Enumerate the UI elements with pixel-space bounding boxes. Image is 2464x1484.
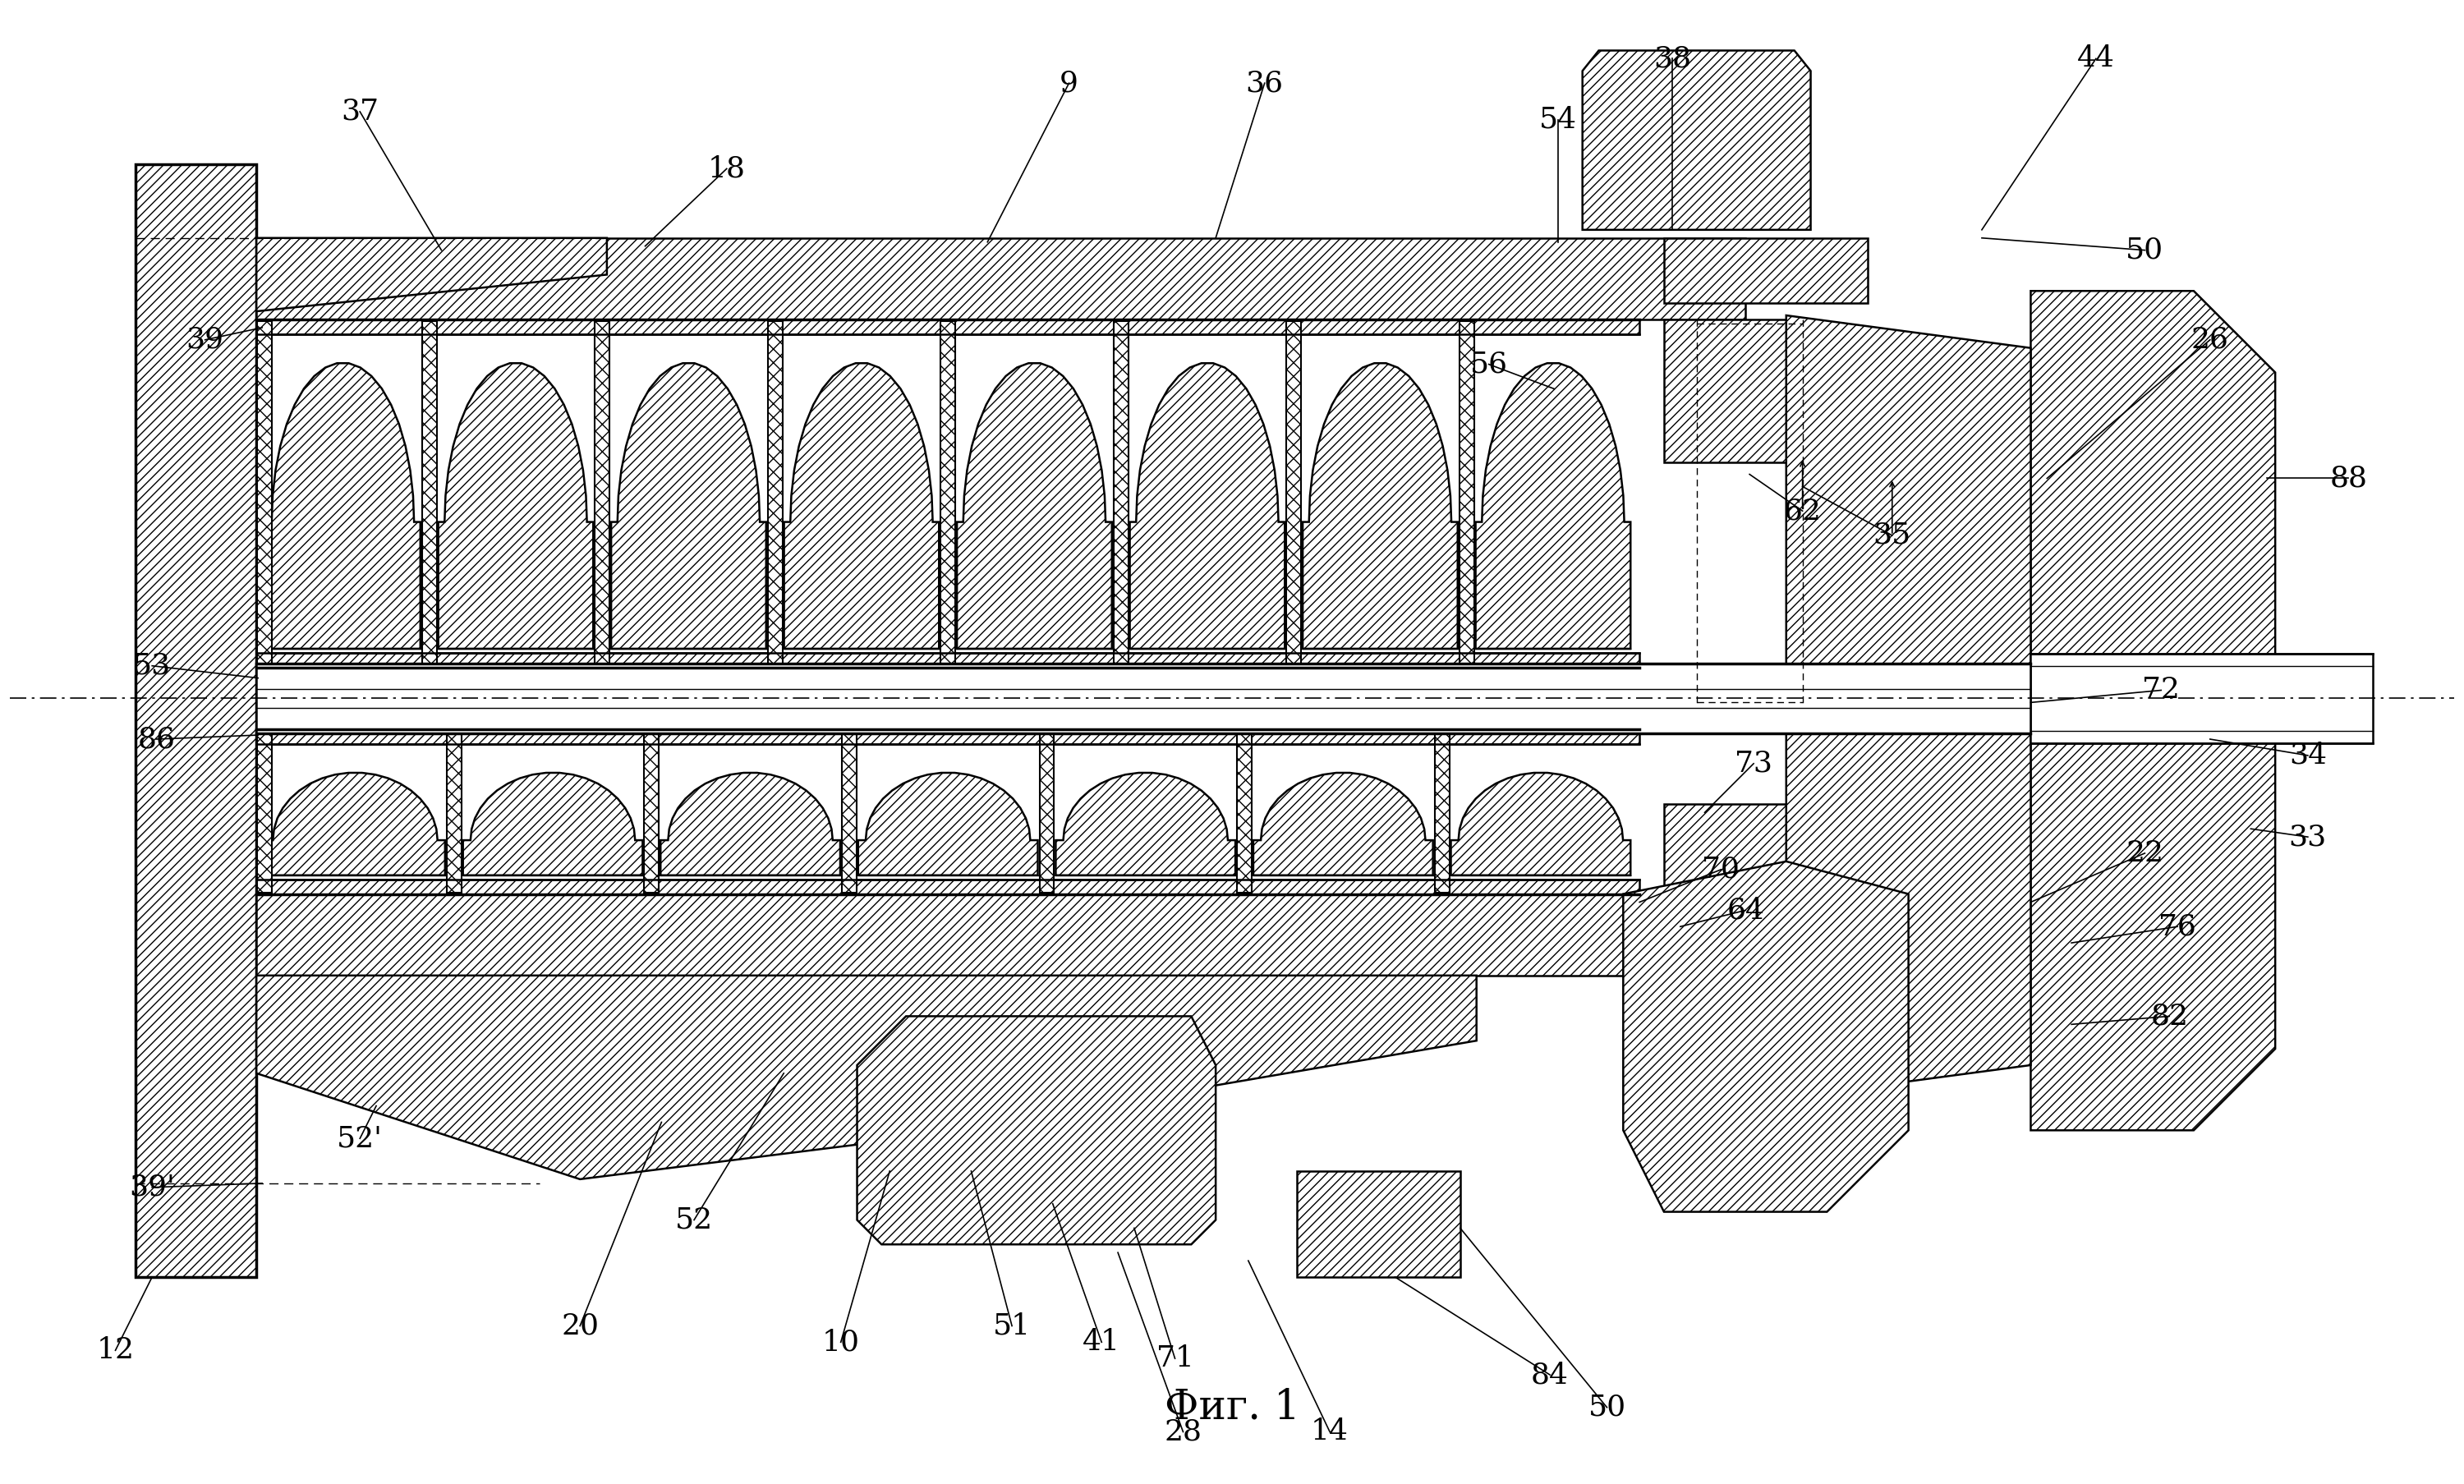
Text: 50: 50 [2126,236,2163,264]
Text: 14: 14 [1311,1417,1348,1445]
Polygon shape [1237,732,1252,892]
Text: 72: 72 [2141,677,2181,705]
Text: 64: 64 [1727,896,1764,925]
Polygon shape [857,1017,1215,1245]
Polygon shape [1296,1171,1461,1278]
Text: 88: 88 [2328,464,2368,493]
Polygon shape [1303,364,1459,649]
Polygon shape [1040,732,1055,892]
Polygon shape [266,364,421,649]
Text: 71: 71 [1156,1345,1193,1373]
Text: 33: 33 [2289,824,2326,850]
Text: 44: 44 [2077,45,2114,73]
Text: 39': 39' [128,1174,175,1202]
Polygon shape [784,364,939,649]
Polygon shape [857,773,1037,876]
Text: 62: 62 [1784,497,1821,525]
Polygon shape [256,321,271,666]
Polygon shape [446,732,461,892]
Polygon shape [643,732,658,892]
Polygon shape [266,773,446,876]
Text: 56: 56 [1471,350,1508,378]
Polygon shape [1459,321,1473,666]
Polygon shape [256,237,1745,319]
Polygon shape [1286,321,1301,666]
Text: 34: 34 [2289,742,2326,769]
Polygon shape [1434,732,1449,892]
Polygon shape [769,321,784,666]
Text: 37: 37 [340,98,379,126]
Polygon shape [136,165,256,1278]
Polygon shape [256,729,1639,743]
Text: 41: 41 [1082,1328,1121,1356]
Polygon shape [1786,316,2030,1098]
Text: 18: 18 [707,154,747,183]
Text: 36: 36 [1247,70,1284,96]
Text: 86: 86 [138,726,175,752]
Polygon shape [256,975,1476,1180]
Polygon shape [256,237,606,312]
Text: 9: 9 [1060,70,1079,96]
Polygon shape [594,321,609,666]
Polygon shape [1663,237,1868,303]
Polygon shape [1451,773,1631,876]
Polygon shape [1663,319,1804,462]
Polygon shape [421,321,436,666]
Text: 10: 10 [823,1328,860,1356]
Polygon shape [1476,364,1631,649]
Polygon shape [611,364,766,649]
Text: 12: 12 [96,1337,136,1364]
Text: 39: 39 [187,326,224,353]
Text: 54: 54 [1540,105,1577,134]
Polygon shape [256,319,1639,334]
Polygon shape [256,663,2030,733]
Polygon shape [463,773,643,876]
Polygon shape [256,653,1639,668]
Polygon shape [256,732,271,892]
Polygon shape [1582,50,1811,230]
Text: 51: 51 [993,1312,1030,1340]
Polygon shape [1624,861,1910,1212]
Polygon shape [1114,321,1129,666]
Polygon shape [256,880,1639,893]
Polygon shape [1254,773,1434,876]
Text: 84: 84 [1530,1361,1570,1389]
Text: 82: 82 [2151,1002,2188,1030]
Text: Фиг. 1: Фиг. 1 [1165,1388,1299,1428]
Polygon shape [439,364,594,649]
Polygon shape [1663,804,1804,975]
Polygon shape [256,893,1745,975]
Polygon shape [1055,773,1234,876]
Polygon shape [1131,364,1284,649]
Text: 52': 52' [338,1125,382,1153]
Text: 22: 22 [2126,840,2163,867]
Polygon shape [843,732,857,892]
Text: 50: 50 [1587,1393,1626,1422]
Polygon shape [956,364,1111,649]
Text: 76: 76 [2158,913,2195,941]
Text: 38: 38 [1653,45,1690,73]
Polygon shape [660,773,840,876]
Text: 28: 28 [1163,1417,1202,1445]
Text: 20: 20 [562,1312,599,1340]
Text: 73: 73 [1735,749,1772,778]
Text: 53: 53 [133,651,170,680]
Text: 26: 26 [2190,326,2230,353]
Polygon shape [941,321,956,666]
Polygon shape [2030,291,2274,1131]
Text: 35: 35 [1873,521,1912,549]
Text: 52: 52 [675,1206,712,1233]
Polygon shape [2030,653,2373,743]
Text: 70: 70 [1703,856,1740,883]
